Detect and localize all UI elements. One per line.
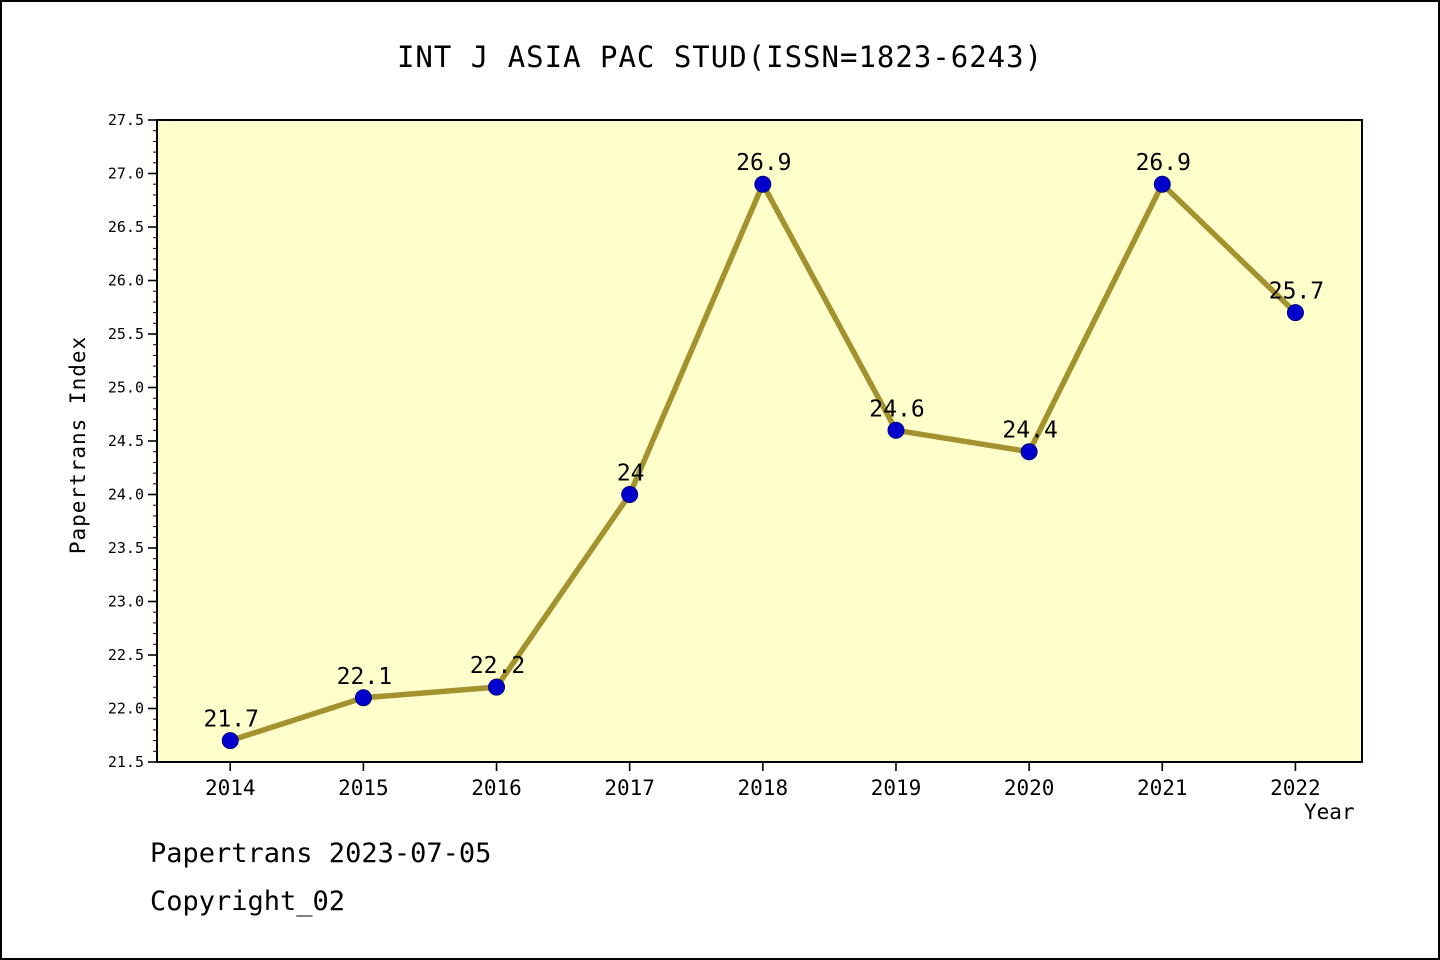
svg-text:2014: 2014 — [205, 776, 256, 800]
svg-text:24: 24 — [617, 461, 645, 487]
footer-date: Papertrans 2023-07-05 — [150, 838, 492, 869]
svg-text:2016: 2016 — [471, 776, 522, 800]
x-axis-label: Year — [1304, 800, 1355, 824]
svg-text:22.1: 22.1 — [337, 664, 392, 690]
svg-text:23.5: 23.5 — [108, 539, 144, 557]
svg-text:22.5: 22.5 — [108, 646, 144, 664]
svg-text:2015: 2015 — [338, 776, 389, 800]
svg-text:2021: 2021 — [1137, 776, 1188, 800]
svg-text:2017: 2017 — [604, 776, 655, 800]
svg-text:22.2: 22.2 — [470, 653, 525, 679]
svg-text:2018: 2018 — [738, 776, 789, 800]
svg-text:2019: 2019 — [871, 776, 922, 800]
svg-text:25.5: 25.5 — [108, 325, 144, 343]
svg-text:27.0: 27.0 — [108, 165, 144, 183]
svg-text:23.0: 23.0 — [108, 593, 144, 611]
svg-text:25.7: 25.7 — [1269, 279, 1324, 305]
svg-text:21.5: 21.5 — [108, 753, 144, 771]
svg-text:27.5: 27.5 — [108, 111, 144, 129]
y-axis-label: Papertrans Index — [66, 335, 90, 555]
chart-title: INT J ASIA PAC STUD(ISSN=1823-6243) — [396, 40, 1044, 74]
svg-text:2020: 2020 — [1004, 776, 1055, 800]
svg-text:22.0: 22.0 — [108, 700, 144, 718]
svg-text:2022: 2022 — [1270, 776, 1321, 800]
svg-text:26.0: 26.0 — [108, 272, 144, 290]
footer-copyright: Copyright_02 — [150, 886, 346, 917]
svg-text:26.9: 26.9 — [1136, 150, 1191, 176]
svg-text:26.5: 26.5 — [108, 218, 144, 236]
svg-text:24.4: 24.4 — [1002, 418, 1057, 444]
svg-text:25.0: 25.0 — [108, 379, 144, 397]
svg-text:21.7: 21.7 — [204, 707, 259, 733]
svg-text:26.9: 26.9 — [736, 150, 791, 176]
svg-text:24.5: 24.5 — [108, 432, 144, 450]
svg-text:24.0: 24.0 — [108, 486, 144, 504]
svg-text:24.6: 24.6 — [869, 396, 924, 422]
